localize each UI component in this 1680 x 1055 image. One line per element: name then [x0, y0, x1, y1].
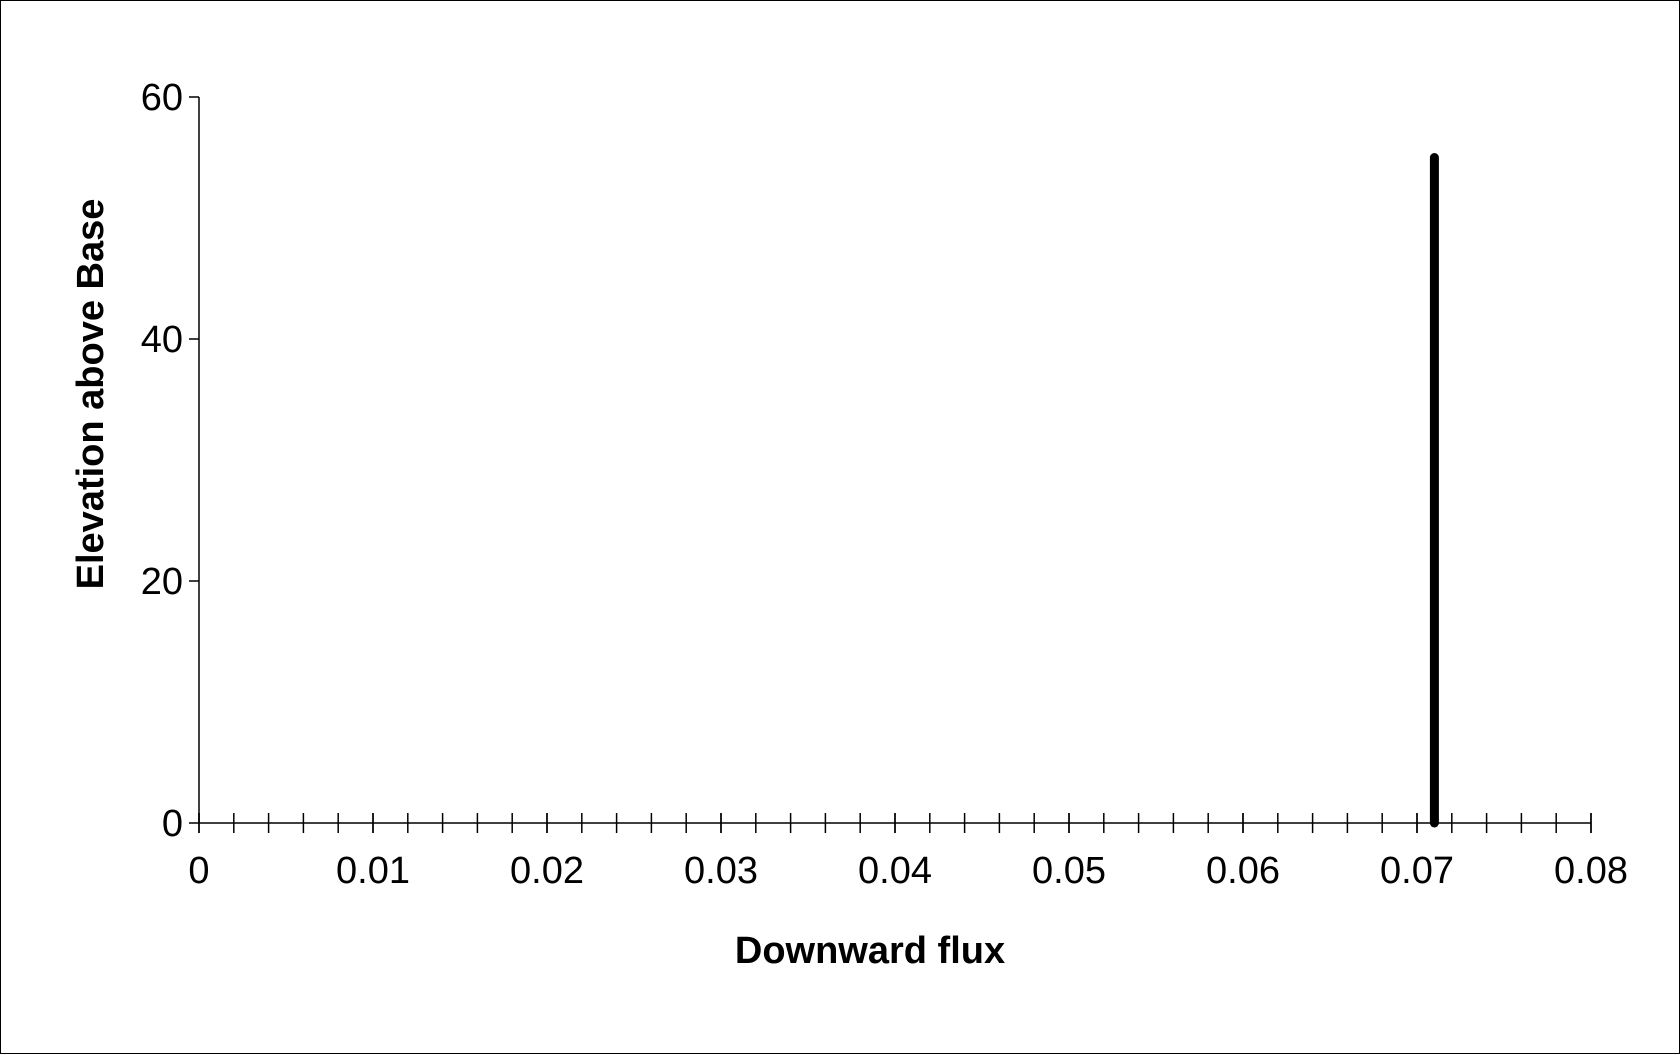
y-tick-label: 20 [141, 561, 183, 603]
x-tick-label: 0.06 [1206, 850, 1280, 892]
y-tick-label: 0 [162, 803, 183, 845]
y-tick-label: 40 [141, 319, 183, 361]
x-tick-label: 0.02 [510, 850, 584, 892]
tick-labels: 0 20 40 60 0 0.01 0.02 0.03 0.04 0.05 0.06 0.07 0.08 [141, 77, 1628, 892]
x-tick-label: 0 [188, 850, 209, 892]
x-tick-label: 0.08 [1554, 850, 1628, 892]
y-tick-label: 60 [141, 77, 183, 119]
axes [189, 96, 1592, 833]
x-tick-label: 0.01 [336, 850, 410, 892]
x-tick-label: 0.05 [1032, 850, 1106, 892]
y-axis-title: Elevation above Base [70, 199, 112, 590]
x-tick-label: 0.07 [1380, 850, 1454, 892]
x-tick-label: 0.03 [684, 850, 758, 892]
x-axis-title: Downward flux [735, 930, 1005, 972]
x-tick-label: 0.04 [858, 850, 932, 892]
